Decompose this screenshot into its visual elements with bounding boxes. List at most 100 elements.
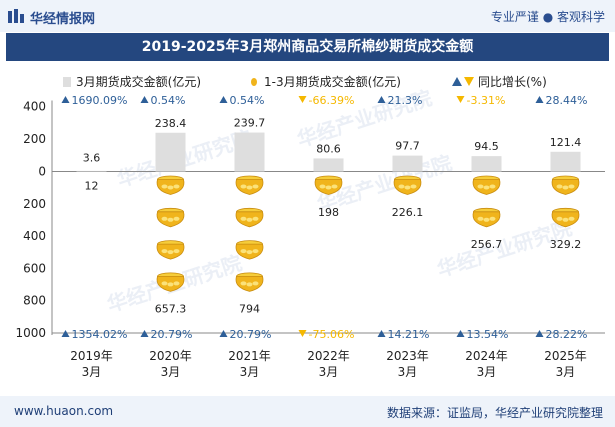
x-tick-label: 3月: [82, 365, 102, 379]
bar-q1-label: 12: [85, 180, 99, 193]
bar-march-0: [76, 170, 107, 172]
chart-title: 2019-2025年3月郑州商品交易所棉纱期货成交金额: [6, 33, 609, 61]
yoy-q1-label: 20.79%: [151, 328, 193, 341]
x-tick-label: 2024年: [465, 349, 508, 363]
coin-stack-icon: [156, 240, 185, 260]
coin-stack-icon: [156, 207, 185, 228]
bar-q1-label: 794: [239, 303, 260, 316]
x-tick-label: 2022年: [307, 349, 350, 363]
yoy-down-triangle-icon: [456, 96, 465, 103]
yoy-down-triangle-icon: [298, 96, 307, 103]
bar-march-label: 97.7: [395, 140, 420, 153]
yoy-up-triangle-icon: [456, 330, 465, 337]
y-tick-label: 200: [23, 132, 46, 146]
bar-q1-label: 226.1: [392, 206, 424, 219]
y-tick-label: 400: [23, 100, 46, 114]
bar-march-4: [392, 155, 423, 172]
yoy-march-label: -3.31%: [467, 94, 506, 107]
yoy-march-label: 0.54%: [151, 94, 186, 107]
coin-stack-icon: [235, 240, 264, 260]
bar-march-label: 121.4: [550, 136, 582, 149]
yoy-q1-label: 20.79%: [230, 328, 272, 341]
yoy-up-triangle-icon: [140, 96, 149, 103]
bar-q1-label: 198: [318, 206, 339, 219]
yoy-down-triangle-icon: [298, 330, 307, 337]
y-tick-label: 0: [38, 165, 46, 179]
bar-march-label: 94.5: [474, 140, 499, 153]
yoy-up-triangle-icon: [377, 96, 386, 103]
legend: [63, 77, 474, 87]
legend-label-yoy: 同比增长(%): [478, 75, 547, 89]
yoy-q1-label: 28.22%: [546, 328, 588, 341]
logo-bars-icon: [8, 9, 24, 23]
bar-march-1: [155, 132, 186, 172]
coin-stack-icon: [156, 175, 185, 195]
yoy-up-triangle-icon: [377, 330, 386, 337]
legend-down-triangle-icon: [464, 77, 474, 86]
legend-coin-icon: [251, 78, 257, 86]
bar-march-label: 80.6: [316, 142, 341, 155]
yoy-q1-label: 13.54%: [467, 328, 509, 341]
x-tick-label: 3月: [398, 365, 418, 379]
x-tick-label: 2020年: [149, 349, 192, 363]
coin-stack-icon: [551, 207, 580, 228]
site-url: www.huaon.com: [14, 404, 114, 418]
coin-stack-icon: [314, 175, 343, 195]
bar-q1-label: 256.7: [471, 238, 503, 251]
x-tick-label: 2025年: [544, 349, 587, 363]
coin-stack-icon: [235, 175, 264, 195]
yoy-march-label: 1690.09%: [72, 94, 128, 107]
legend-up-triangle-icon: [452, 77, 462, 86]
coin-stack-icon: [393, 175, 422, 195]
x-tick-label: 2019年: [70, 349, 113, 363]
top-bar: 华经情报网 专业严谨 ● 客观科学: [0, 0, 615, 32]
coin-stack-icon: [472, 207, 501, 228]
yoy-up-triangle-icon: [535, 96, 544, 103]
coin-stack-icon: [156, 272, 185, 292]
legend-swatch-march: [63, 77, 71, 87]
yoy-march-label: -66.39%: [309, 94, 355, 107]
y-tick-label: 400: [23, 229, 46, 243]
legend-label-march: 3月期货成交金额(亿元): [76, 74, 201, 89]
bar-march-6: [550, 151, 581, 172]
bar-march-label: 239.7: [234, 117, 266, 130]
x-tick-label: 3月: [477, 365, 497, 379]
coin-stack-icon: [472, 175, 501, 195]
bar-march-5: [471, 156, 502, 172]
coin-stack-icon: [235, 272, 264, 292]
brand-name: 华经情报网: [30, 12, 96, 27]
x-tick-label: 3月: [240, 365, 260, 379]
slogan: 专业严谨 ● 客观科学: [490, 10, 605, 24]
x-tick-label: 3月: [161, 365, 181, 379]
y-tick-label: 200: [23, 197, 46, 211]
y-tick-label: 600: [23, 261, 46, 275]
coin-stack-icon: [235, 207, 264, 228]
bar-march-3: [313, 158, 344, 172]
y-tick-label: 800: [23, 294, 46, 308]
yoy-q1-label: -75.06%: [309, 328, 355, 341]
chart: 华经产业研究院华经产业研究院华经产业研究院华经产业研究院华经产业研究院3月期货成…: [15, 74, 605, 379]
yoy-up-triangle-icon: [535, 330, 544, 337]
yoy-march-label: 0.54%: [230, 94, 265, 107]
bar-q1-label: 657.3: [155, 303, 187, 316]
data-source: 数据来源：证监局，华经产业研究院整理: [386, 406, 603, 420]
bar-march-label: 3.6: [83, 152, 101, 165]
x-tick-label: 2023年: [386, 349, 429, 363]
yoy-up-triangle-icon: [61, 330, 70, 337]
bar-march-2: [234, 132, 265, 172]
bar-q1-label: 329.2: [550, 238, 582, 251]
y-tick-label: 1000: [15, 326, 46, 340]
yoy-march-label: 21.3%: [388, 94, 423, 107]
yoy-march-label: 28.44%: [546, 94, 588, 107]
x-tick-label: 3月: [556, 365, 576, 379]
yoy-up-triangle-icon: [61, 96, 70, 103]
legend-label-q1: 1-3月期货成交金额(亿元): [264, 74, 401, 89]
bar-march-label: 238.4: [155, 117, 187, 130]
x-tick-label: 3月: [319, 365, 339, 379]
x-tick-label: 2021年: [228, 349, 271, 363]
coin-stack-icon: [551, 175, 580, 195]
footer: www.huaon.com 数据来源：证监局，华经产业研究院整理: [0, 396, 615, 427]
yoy-up-triangle-icon: [219, 330, 228, 337]
yoy-up-triangle-icon: [140, 330, 149, 337]
yoy-q1-label: 14.21%: [388, 328, 430, 341]
